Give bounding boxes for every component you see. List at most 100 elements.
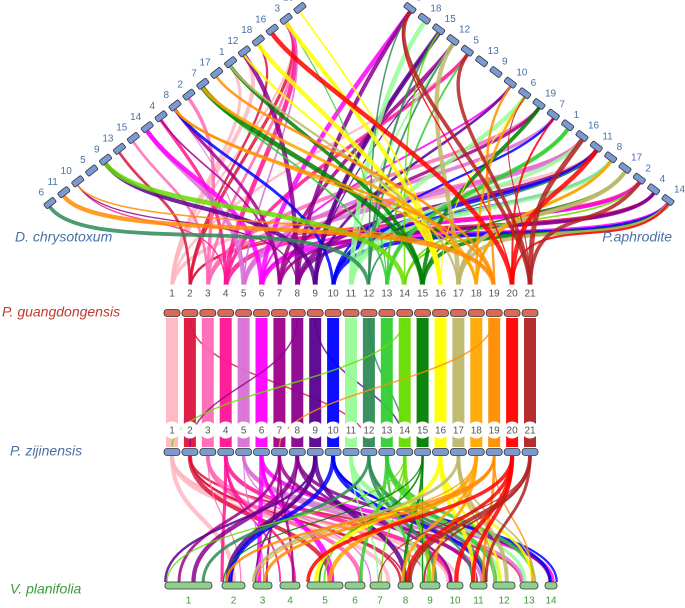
chromosome-badge (378, 421, 396, 439)
chromosome-label: 13 (381, 289, 393, 300)
chromosome-label: 9 (312, 289, 318, 300)
synteny-ribbon (367, 43, 454, 291)
chromosome-block (279, 581, 301, 590)
chromosome-block (519, 581, 539, 590)
chromosome-block (432, 309, 449, 317)
chromosome-label: 19 (489, 426, 501, 437)
synteny-ribbon (103, 162, 408, 291)
chromosome-block (449, 309, 467, 317)
synteny-ribbon (242, 54, 300, 291)
chromosome-badge (217, 284, 235, 302)
chromosome-block (503, 448, 521, 456)
chromosome-label: 9 (312, 426, 318, 437)
chromosome-block (306, 309, 324, 317)
synteny-ribbon (475, 160, 612, 291)
chromosome-badge (503, 421, 521, 439)
chromosome-label: 1 (574, 110, 580, 121)
chromosome-label: 5 (322, 596, 328, 607)
chromosome-block (217, 309, 235, 317)
chromosome-block (604, 151, 618, 164)
synteny-ribbon (348, 21, 427, 291)
chromosome-badge (181, 284, 199, 302)
chromosome-block (288, 309, 306, 317)
chromosome-badge (396, 421, 414, 439)
chromosome-block (252, 581, 273, 590)
chromosome-label: 15 (445, 14, 457, 25)
chromosome-block (224, 56, 237, 69)
chromosome-label: 9 (502, 57, 508, 68)
chromosome-badge (467, 421, 485, 439)
chromosome-label: 6 (259, 289, 265, 300)
chromosome-label: 10 (516, 67, 528, 78)
synteny-ribbon (327, 455, 479, 583)
chromosome-label: 6 (259, 426, 265, 437)
synteny-ribbon (439, 97, 526, 291)
chromosome-badge (485, 284, 503, 302)
chromosome-badge (288, 421, 306, 439)
chromosome-label: 3 (416, 0, 422, 4)
chromosome-label: 8 (403, 596, 409, 607)
synteny-ribbon (485, 85, 512, 291)
chromosome-block (503, 76, 517, 89)
chromosomes: 6111059131514482717112181631931815125139… (38, 0, 685, 607)
chromosome-label: 8 (163, 90, 169, 101)
chromosome-label: 5 (241, 289, 247, 300)
synteny-ribbon (223, 455, 453, 583)
chromosome-block (196, 77, 210, 90)
chromosome-badge (181, 421, 199, 439)
chromosome-label: 2 (187, 426, 193, 437)
chromosome-label: 16 (435, 426, 447, 437)
chromosome-block (221, 581, 246, 590)
chromosome-label: 16 (435, 289, 447, 300)
chromosome-label: 14 (399, 289, 411, 300)
chromosome-label: 16 (588, 121, 600, 132)
chromosome-block (270, 448, 288, 456)
chromosome-label: 10 (328, 289, 340, 300)
chromosome-block (85, 164, 99, 177)
chromosome-label: 13 (523, 596, 535, 607)
chromosome-block (99, 153, 112, 166)
chromosome-block (270, 309, 288, 317)
chromosome-label: 4 (150, 101, 156, 112)
chromosome-block (492, 581, 516, 590)
chromosome-label: 2 (187, 289, 193, 300)
chromosome-label: 7 (559, 99, 565, 110)
chromosome-block (618, 162, 632, 174)
chromosome-block (154, 110, 168, 123)
chromosome-badge (288, 284, 306, 302)
chromosome-block (469, 581, 488, 590)
chromosome-label: 2 (177, 79, 183, 90)
chromosome-label: 18 (471, 289, 483, 300)
synteny-ribbon (263, 455, 496, 583)
chromosome-label: 11 (346, 289, 357, 300)
chromosome-block (369, 581, 391, 590)
chromosome-block (163, 309, 181, 317)
chromosome-block (199, 309, 217, 317)
chromosome-label: 19 (545, 89, 557, 100)
chromosome-label: 11 (473, 596, 484, 607)
chromosome-block (417, 12, 431, 25)
chromosome-label: 12 (363, 426, 375, 437)
chromosome-badge (360, 284, 378, 302)
chromosome-block (396, 309, 414, 317)
chromosome-block (306, 448, 324, 456)
chromosome-label: 14 (399, 426, 411, 437)
chromosome-badge (521, 284, 539, 302)
chromosome-label: 6 (531, 78, 537, 89)
chromosome-block (164, 581, 213, 590)
chromosome-block (360, 448, 378, 456)
chromosome-label: 12 (363, 289, 375, 300)
synteny-ribbon (243, 54, 442, 291)
chromosome-label: 1 (169, 289, 175, 300)
chromosome-label: 6 (352, 596, 358, 607)
chromosome-badge (414, 284, 432, 302)
chromosome-label: 21 (524, 289, 536, 300)
chromosome-block (485, 309, 503, 317)
chromosome-badge (432, 284, 449, 302)
chromosome-block (344, 581, 366, 590)
chromosome-label: 11 (47, 177, 58, 188)
synteny-ribbon (511, 203, 669, 291)
chromosome-block (71, 175, 85, 188)
chromosome-block (342, 309, 360, 317)
chromosome-block (210, 67, 224, 79)
